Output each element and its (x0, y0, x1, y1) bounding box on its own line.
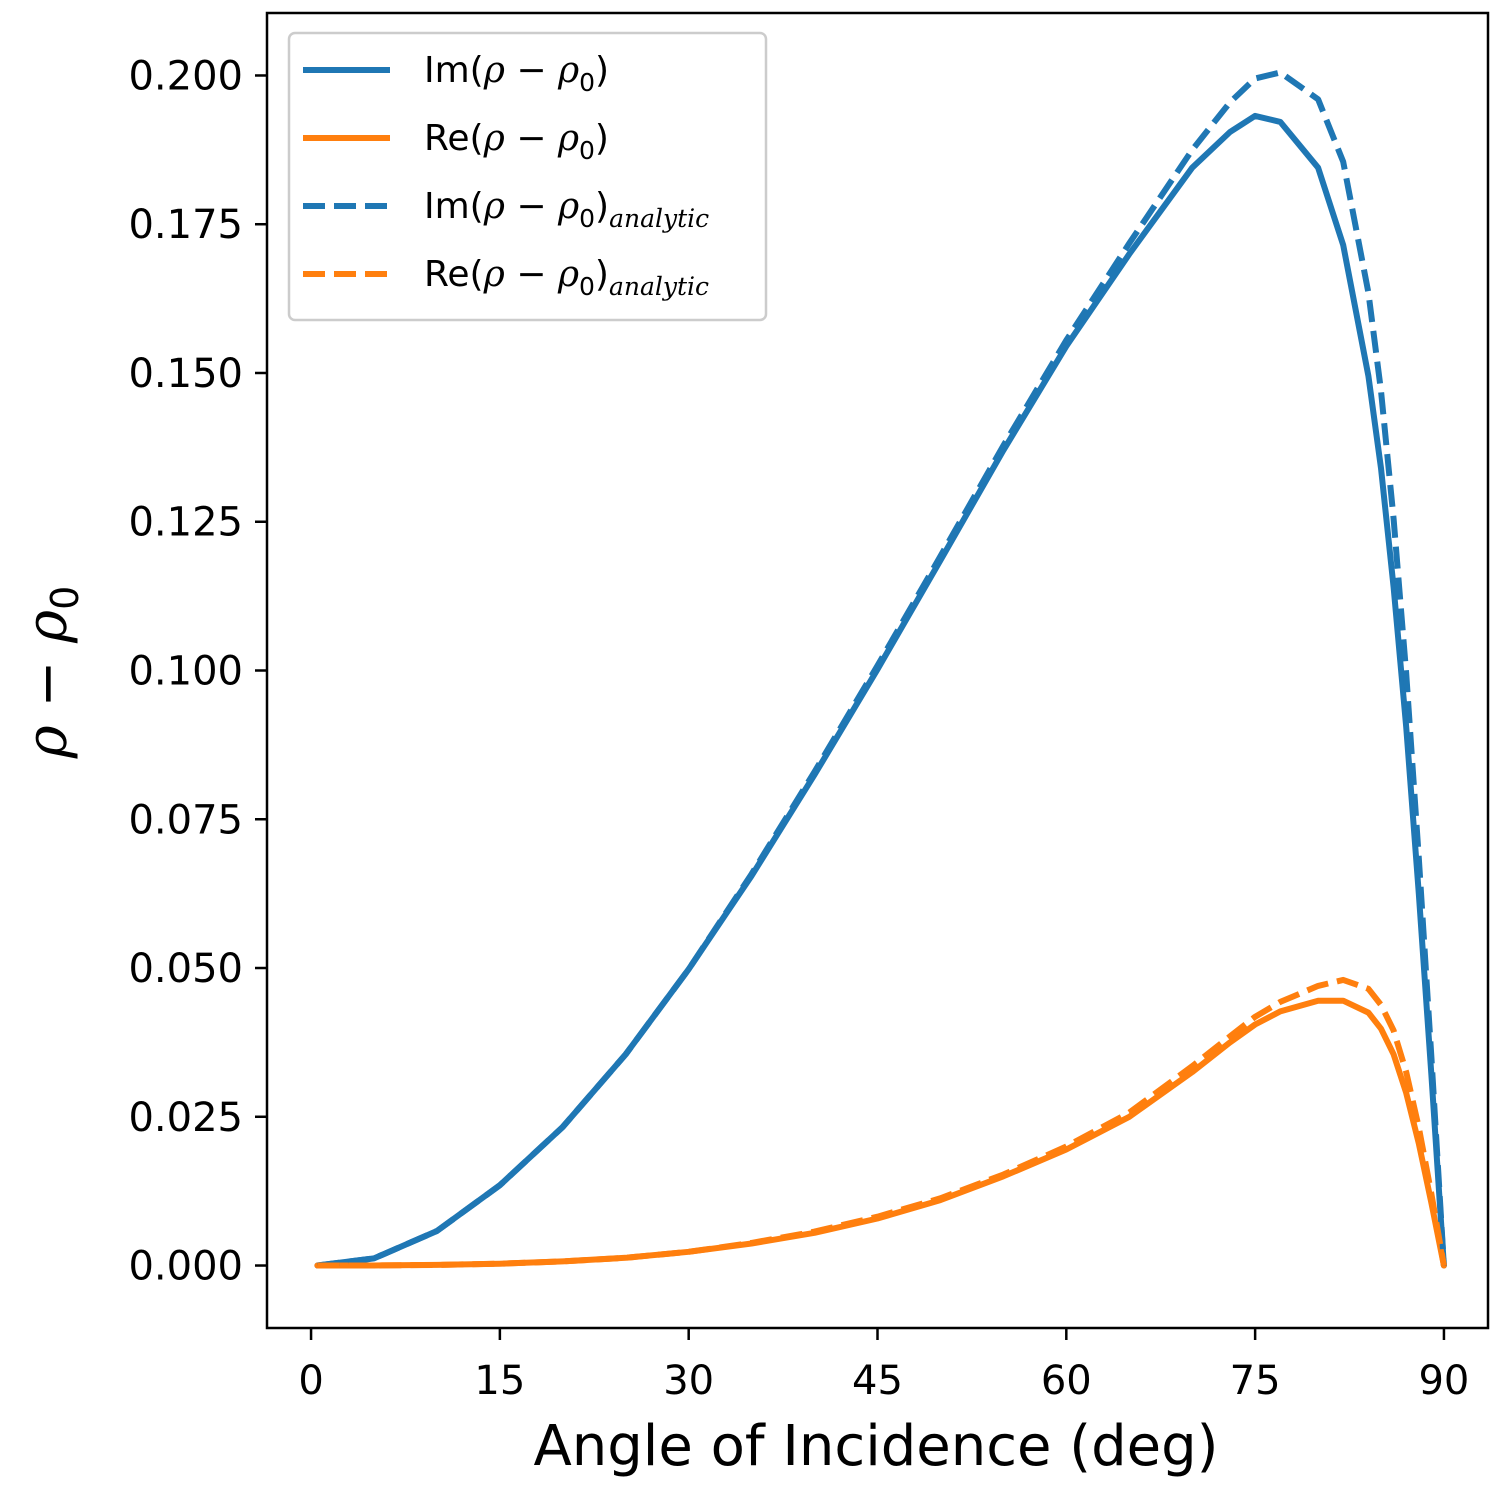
y-axis-ticks: 0.000 0.025 0.050 0.075 0.100 0.125 0.150 0.175… (128, 53, 267, 1290)
legend-box (287, 31, 768, 322)
legend-label-part: 0 (579, 136, 595, 165)
legend-label-0: Im(ρ − ρ0) (424, 50, 609, 97)
legend-label-part: ρ (557, 254, 579, 295)
legend-label-part: Re( (424, 118, 484, 159)
legend-label-part: ρ (557, 186, 579, 227)
legend-label-part: ) (595, 186, 609, 227)
y-tick-label: 0.100 (128, 649, 243, 695)
legend-label-part: ) (595, 50, 609, 91)
legend-label-part: − (505, 186, 558, 227)
legend-label-part: 0 (579, 204, 595, 233)
legend-label-part: ρ (557, 50, 579, 91)
x-tick-label: 75 (1230, 1358, 1281, 1404)
y-axis-title-rho0: ρ (15, 610, 80, 644)
x-tick-label: 60 (1041, 1358, 1092, 1404)
legend-label-part: 0 (579, 272, 595, 301)
y-axis-title-sub0: 0 (43, 586, 87, 610)
x-tick-label: 15 (474, 1358, 525, 1404)
legend-label-part: analytic (609, 272, 709, 301)
y-tick-label: 0.000 (128, 1244, 243, 1290)
y-tick-label: 0.175 (128, 202, 243, 248)
y-tick-label: 0.200 (128, 53, 243, 99)
x-tick-label: 0 (298, 1358, 323, 1404)
legend-label-part: ) (595, 118, 609, 159)
legend-label-part: 0 (579, 68, 595, 97)
x-tick-label: 90 (1418, 1358, 1469, 1404)
series-layer (314, 69, 1447, 1269)
x-tick-label: 30 (663, 1358, 714, 1404)
y-axis-title: ρ − ρ0 (15, 586, 87, 760)
legend-label-part: ρ (483, 254, 505, 295)
legend-label-part: − (505, 254, 558, 295)
y-tick-label: 0.150 (128, 351, 243, 397)
legend-label-part: Im( (424, 50, 484, 91)
x-axis-ticks: 0 15 30 45 60 75 90 (298, 1328, 1469, 1404)
legend-label-part: Im( (424, 186, 484, 227)
legend-label-part: Re( (424, 254, 484, 295)
legend-label-3: Re(ρ − ρ0)analytic (424, 254, 709, 301)
y-tick-label: 0.050 (128, 946, 243, 992)
y-tick-label: 0.125 (128, 500, 243, 546)
x-tick-label: 45 (852, 1358, 903, 1404)
y-tick-label: 0.025 (128, 1095, 243, 1141)
legend-label-part: ρ (483, 118, 505, 159)
y-tick-label: 0.075 (128, 797, 243, 843)
legend-label-part: ) (595, 254, 609, 295)
legend-label-1: Re(ρ − ρ0) (424, 118, 609, 165)
legend-label-part: ρ (483, 186, 505, 227)
legend-label-part: analytic (609, 204, 709, 233)
legend-label-part: − (505, 50, 558, 91)
legend-label-part: − (505, 118, 558, 159)
series-line-2 (317, 69, 1447, 1269)
legend-label-part: ρ (483, 50, 505, 91)
legend: Im(ρ − ρ0)Re(ρ − ρ0)Im(ρ − ρ0)analyticRe… (287, 31, 768, 322)
y-axis-title-rho: ρ (15, 725, 80, 759)
legend-label-part: ρ (557, 118, 579, 159)
legend-label-2: Im(ρ − ρ0)analytic (424, 186, 709, 233)
series-line-3 (317, 976, 1447, 1269)
y-axis-title-minus: − (15, 643, 80, 726)
x-axis-title: Angle of Incidence (deg) (533, 1414, 1218, 1479)
